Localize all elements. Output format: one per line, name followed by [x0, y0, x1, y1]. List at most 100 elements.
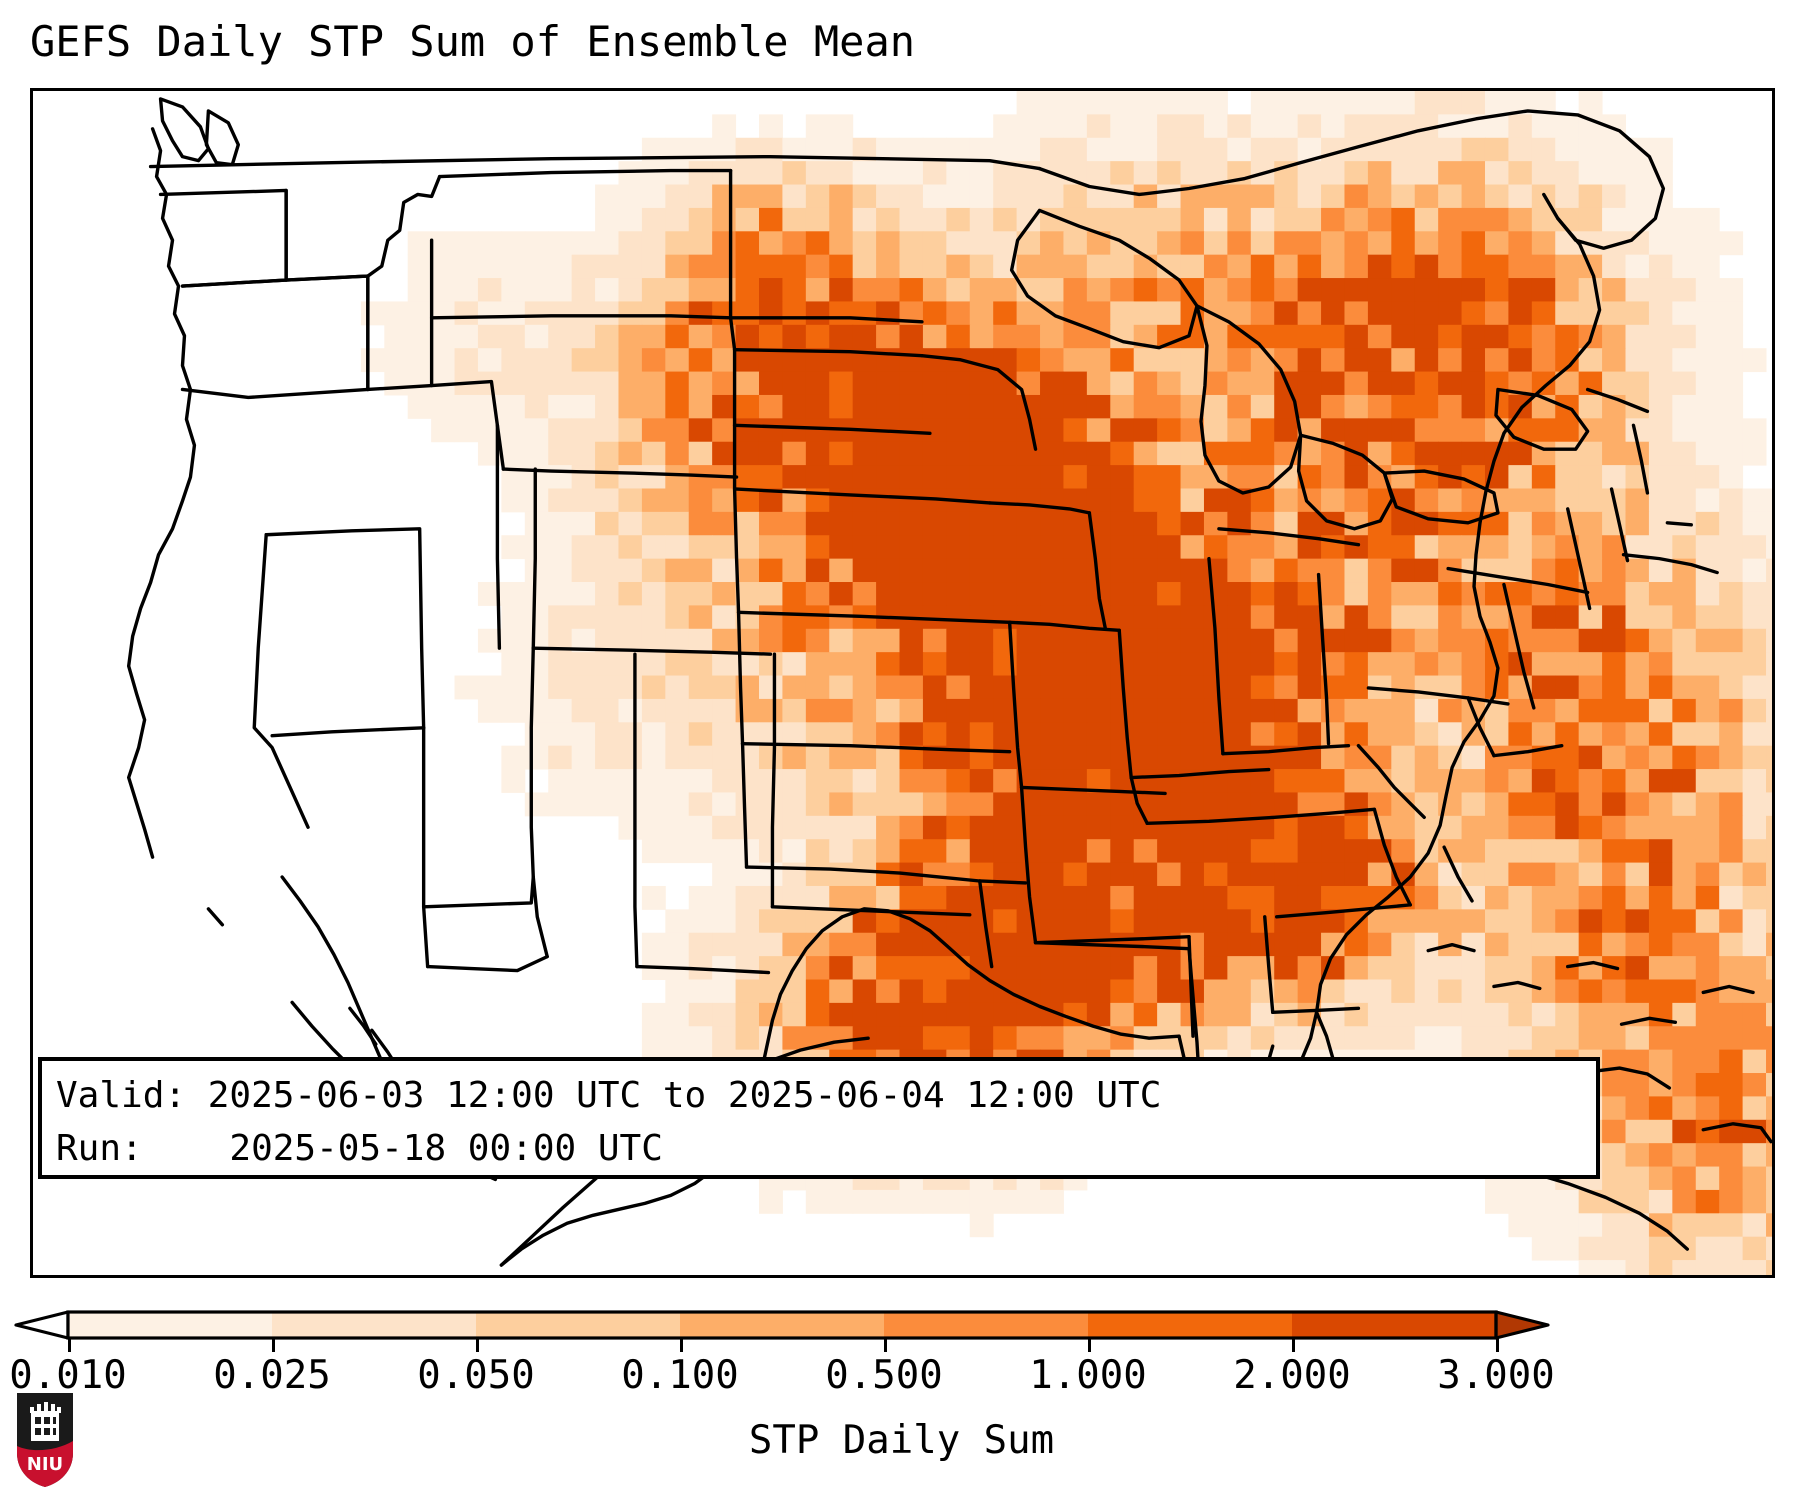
data-cell [1274, 465, 1299, 489]
data-cell [946, 161, 971, 186]
data-cell [1484, 301, 1509, 326]
data-cell [899, 792, 924, 817]
data-cell [1461, 582, 1486, 606]
data-cell [1555, 628, 1580, 653]
data-cell [1602, 1260, 1627, 1275]
data-cell [805, 675, 830, 700]
data-cell [1321, 558, 1345, 583]
data-cell [1531, 535, 1556, 560]
data-cell [1321, 605, 1345, 630]
data-cell [595, 792, 619, 817]
data-cell [1484, 278, 1509, 302]
data-cell [922, 628, 947, 653]
data-cell [665, 769, 690, 793]
data-cell [876, 839, 901, 864]
data-cell [1344, 465, 1369, 489]
data-cell [501, 535, 526, 560]
data-cell [1766, 582, 1772, 606]
data-cell [1461, 815, 1486, 840]
data-cell [758, 207, 783, 232]
data-cell [1508, 698, 1533, 723]
data-cell [1297, 979, 1322, 1004]
data-cell [1110, 161, 1135, 186]
data-cell [805, 254, 830, 279]
data-cell [1086, 909, 1111, 934]
data-cell [1602, 582, 1627, 606]
data-cell [758, 488, 783, 513]
data-cell [1461, 932, 1486, 957]
data-cell [1367, 441, 1392, 466]
data-cell [782, 652, 807, 677]
data-cell [852, 815, 877, 840]
data-cell [969, 1002, 994, 1027]
data-cell [922, 652, 947, 677]
data-cell [1461, 184, 1486, 209]
data-cell [852, 301, 877, 326]
data-cell [571, 769, 596, 793]
data-cell [477, 348, 502, 373]
data-cell [1367, 418, 1392, 443]
data-cell [1274, 722, 1299, 747]
data-cell [1719, 488, 1744, 513]
data-cell [1133, 418, 1158, 443]
colorbar[interactable]: 0.010 0.025 0.050 0.100 0.500 1.000 2.000 3.000 [9, 1310, 1555, 1398]
data-cell [524, 722, 549, 747]
data-cell [1040, 1189, 1064, 1214]
data-cell [1016, 909, 1041, 934]
data-cell [501, 418, 526, 443]
data-cell [1414, 745, 1439, 770]
data-cell [1227, 231, 1252, 256]
data-cell [969, 956, 994, 980]
data-cell [1438, 184, 1463, 209]
data-cell [1297, 511, 1322, 536]
data-cell [1695, 1213, 1720, 1238]
data-cell [829, 278, 854, 302]
data-cell [1672, 932, 1697, 957]
data-cell [1461, 254, 1486, 279]
data-cell [1063, 956, 1088, 980]
data-cell [1391, 137, 1416, 162]
data-cell [852, 698, 877, 723]
data-cell [1110, 909, 1135, 934]
data-cell [571, 394, 596, 419]
data-cell [1531, 979, 1556, 1004]
data-cell [501, 348, 526, 373]
data-cell [1648, 652, 1673, 677]
data-cell [1321, 348, 1345, 373]
data-cell [1203, 254, 1228, 279]
data-cell [946, 885, 971, 910]
data-cell [969, 394, 994, 419]
data-cell [1157, 839, 1182, 864]
data-cell [1321, 979, 1345, 1004]
data-cell [1180, 441, 1205, 466]
data-cell [1157, 909, 1182, 934]
data-cell [1461, 745, 1486, 770]
data-cell [1742, 956, 1767, 980]
data-cell [1250, 582, 1275, 606]
data-cell [782, 1002, 807, 1027]
data-cell [1461, 652, 1486, 677]
data-cell [1508, 511, 1533, 536]
data-cell [1110, 605, 1135, 630]
data-cell [1438, 371, 1463, 396]
data-cell [1040, 956, 1064, 980]
data-cell [548, 254, 573, 279]
data-cell [712, 254, 737, 279]
data-cell [454, 324, 479, 349]
data-cell [1133, 394, 1158, 419]
data-cell [1766, 1119, 1772, 1144]
data-cell [1391, 535, 1416, 560]
data-cell [1648, 1002, 1673, 1027]
data-cell [1040, 979, 1064, 1004]
data-cell [712, 932, 737, 957]
data-cell [829, 769, 854, 793]
data-cell [946, 371, 971, 396]
data-cell [712, 675, 737, 700]
data-cell [1648, 839, 1673, 864]
data-cell [641, 1002, 666, 1027]
data-cell [1344, 1026, 1369, 1051]
data-cell [1555, 1236, 1580, 1261]
data-cell [1063, 839, 1088, 864]
data-cell [477, 278, 502, 302]
data-cell [1742, 1213, 1767, 1238]
